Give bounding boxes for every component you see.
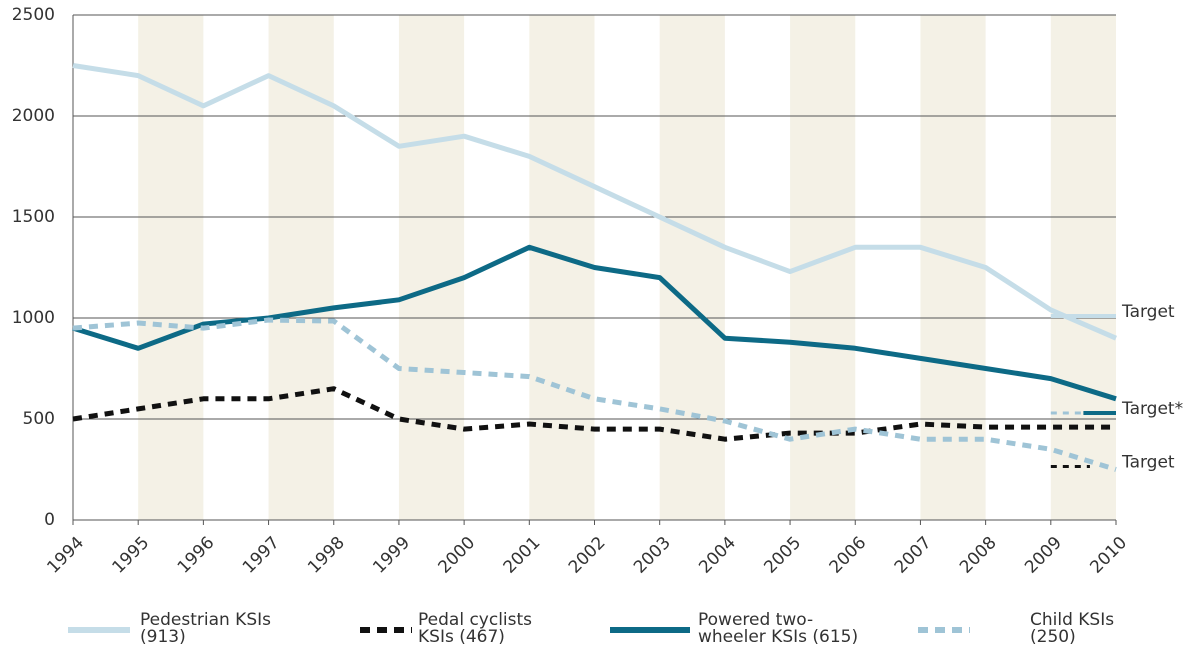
y-tick-label: 0 xyxy=(44,510,55,530)
series-line xyxy=(72,63,1117,341)
x-tick-label: 2003 xyxy=(630,533,675,578)
x-tick-label: 1999 xyxy=(369,533,414,578)
legend-label: Powered two- wheeler KSIs (615) xyxy=(698,610,859,647)
target-label: Target xyxy=(1121,452,1175,472)
band xyxy=(659,15,725,520)
y-tick-label: 500 xyxy=(23,409,55,429)
x-tick-label: 1994 xyxy=(43,533,88,578)
x-tick-label: 1997 xyxy=(239,533,284,578)
x-tick-label: 1998 xyxy=(304,533,349,578)
legend-label: Pedal cyclists KSIs (467) xyxy=(418,610,533,647)
y-tick-label: 2000 xyxy=(12,106,55,126)
target-label: Target xyxy=(1121,302,1175,322)
legend-label: Child KSIs (250) xyxy=(1030,610,1115,647)
x-tick-label: 2005 xyxy=(760,533,805,578)
y-tick-label: 2500 xyxy=(12,5,55,25)
target-label: Target* xyxy=(1121,399,1183,419)
band xyxy=(920,15,986,520)
series-line xyxy=(72,244,1117,402)
band xyxy=(1050,15,1116,520)
x-tick-label: 1995 xyxy=(109,533,154,578)
x-tick-label: 2001 xyxy=(500,533,545,578)
x-tick-label: 2004 xyxy=(695,533,740,578)
series-line xyxy=(72,386,1116,442)
x-tick-label: 2008 xyxy=(956,533,1001,578)
y-tick-label: 1000 xyxy=(12,308,55,328)
legend-label: Pedestrian KSIs (913) xyxy=(140,610,271,647)
band xyxy=(398,15,465,520)
x-tick-label: 2000 xyxy=(434,533,479,578)
y-tick-label: 1500 xyxy=(12,207,55,227)
x-tick-label: 2002 xyxy=(565,533,610,578)
x-tick-label: 2009 xyxy=(1021,533,1066,578)
x-tick-label: 2006 xyxy=(826,533,871,578)
x-tick-label: 2010 xyxy=(1086,533,1131,578)
x-tick-label: 2007 xyxy=(891,533,936,578)
band xyxy=(529,15,595,520)
x-tick-label: 1996 xyxy=(174,533,219,578)
